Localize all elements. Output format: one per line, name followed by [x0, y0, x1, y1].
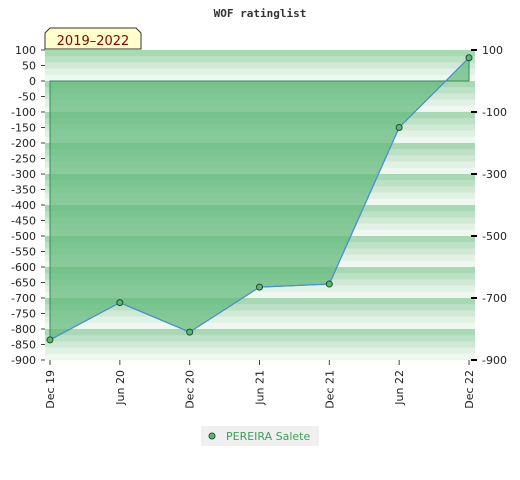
y-tick-label-left: -550	[11, 246, 36, 259]
x-tick-label: Dec 21	[323, 370, 336, 409]
data-point	[325, 280, 333, 288]
y-tick-label-right: -100	[482, 106, 507, 119]
period-badge-box	[44, 27, 142, 50]
x-tick-label: Jun 21	[254, 370, 267, 406]
legend-series-label: PEREIRA Salete	[226, 430, 310, 443]
x-tick-label: Dec 22	[463, 370, 476, 409]
y-tick-label-right: -500	[482, 230, 507, 243]
y-tick-label-right: -900	[482, 354, 507, 367]
background-band	[45, 310, 475, 317]
y-tick-label-left: -800	[11, 323, 36, 336]
data-point	[256, 283, 263, 291]
background-band	[45, 298, 475, 305]
data-point	[465, 54, 473, 62]
series-markers	[46, 54, 473, 344]
y-tick-label-left: -50	[18, 91, 36, 104]
legend-marker	[208, 432, 216, 440]
data-point	[395, 124, 403, 131]
background-band	[45, 347, 475, 355]
y-tick-label-left: -400	[11, 199, 36, 212]
background-band	[45, 56, 475, 63]
y-axis-right: 100 -100 -300 -500 -700 -900	[471, 44, 507, 367]
period-badge: 2019–2022	[44, 27, 142, 50]
y-tick-label-left: -300	[11, 168, 36, 181]
y-tick-label-left: -250	[11, 153, 36, 166]
background-band	[45, 335, 475, 342]
background-band	[45, 68, 475, 76]
y-tick-label-left: -500	[11, 230, 36, 243]
x-tick-label: Dec 19	[44, 370, 57, 409]
background-band	[45, 322, 475, 330]
background-band	[45, 353, 475, 361]
background-band	[45, 341, 475, 348]
x-tick-label: Jun 20	[114, 370, 127, 406]
y-tick-label-left: -900	[11, 354, 36, 367]
period-badge-label: 2019–2022	[57, 34, 130, 49]
y-tick-label-left: -700	[11, 292, 36, 305]
y-tick-label-left: -750	[11, 308, 36, 321]
data-point	[46, 336, 54, 344]
legend-box	[201, 426, 319, 446]
x-tick-label: Dec 20	[184, 370, 197, 409]
background-band	[45, 304, 475, 311]
x-tick-label: Jun 22	[393, 370, 406, 406]
y-tick-label-left: 100	[15, 44, 36, 57]
background-band	[45, 329, 475, 336]
y-tick-label-left: -850	[11, 339, 36, 352]
y-tick-label-right: -300	[482, 168, 507, 181]
y-tick-label-left: -600	[11, 261, 36, 274]
y-tick-label-left: 50	[22, 60, 36, 73]
background-band	[45, 62, 475, 69]
y-axis-left: 100 50 0 -50 -100 -150 -200 -250 -300 -350 -400 -45…	[11, 44, 45, 367]
data-point	[116, 299, 124, 307]
legend[interactable]: PEREIRA Salete	[201, 426, 319, 446]
y-tick-label-left: 0	[29, 75, 36, 88]
background-band	[45, 316, 475, 324]
y-tick-label-right: -700	[482, 292, 507, 305]
y-tick-label-left: -200	[11, 137, 36, 150]
x-axis: Dec 19 Jun 20 Dec 20 Jun 21 Dec 21 Jun 22 Dec …	[44, 360, 476, 409]
y-tick-label-right: 100	[482, 44, 503, 57]
y-tick-label-left: -650	[11, 277, 36, 290]
y-tick-label-left: -150	[11, 122, 36, 135]
y-tick-label-left: -100	[11, 106, 36, 119]
y-tick-label-left: -450	[11, 215, 36, 228]
data-point	[186, 328, 194, 336]
chart-title: WOF ratinglist	[214, 7, 307, 20]
background-band	[45, 74, 475, 82]
background-band	[45, 50, 475, 57]
background-band	[45, 291, 475, 299]
y-tick-label-left: -350	[11, 184, 36, 197]
